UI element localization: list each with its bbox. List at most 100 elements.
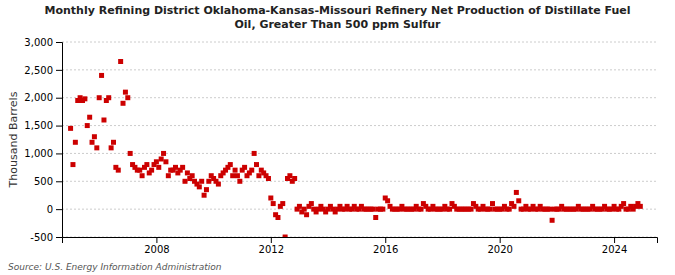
point xyxy=(380,207,385,212)
point xyxy=(638,204,643,209)
point xyxy=(180,165,185,170)
tick-label: 2012 xyxy=(259,244,284,255)
point xyxy=(280,201,285,206)
point xyxy=(101,118,106,123)
tick: 0 xyxy=(47,204,62,215)
tick: -500 xyxy=(30,232,62,243)
tick-mark xyxy=(56,98,62,99)
point xyxy=(228,162,233,167)
axis-line xyxy=(63,238,658,244)
tick: 2008 xyxy=(144,237,169,255)
grid-line xyxy=(62,181,657,182)
point xyxy=(73,140,78,145)
point xyxy=(304,212,309,217)
tick-mark xyxy=(56,237,62,238)
plot-area: 20082012201620202024-50005001,0001,5002,… xyxy=(24,37,657,255)
tick-label: 1,500 xyxy=(24,120,53,131)
point xyxy=(183,179,188,184)
point xyxy=(488,207,493,212)
tick-label: 1,000 xyxy=(24,148,53,159)
point xyxy=(283,235,288,238)
point xyxy=(199,179,204,184)
tick: 1,500 xyxy=(24,120,62,131)
point xyxy=(140,173,145,178)
point xyxy=(252,151,257,156)
tick-mark xyxy=(614,237,615,243)
tick: 2012 xyxy=(259,237,284,255)
tick: 2020 xyxy=(487,237,512,255)
point xyxy=(82,96,87,101)
point xyxy=(116,168,121,173)
point xyxy=(206,179,211,184)
point xyxy=(514,190,519,195)
grid-line xyxy=(62,153,657,154)
point xyxy=(99,73,104,78)
tick-mark xyxy=(156,237,157,243)
point xyxy=(490,201,495,206)
point xyxy=(235,173,240,178)
grid-line xyxy=(62,125,657,126)
grid-line xyxy=(62,69,657,70)
point xyxy=(469,207,474,212)
point xyxy=(271,201,276,206)
point xyxy=(111,140,116,145)
point xyxy=(237,179,242,184)
point xyxy=(137,168,142,173)
point xyxy=(447,207,452,212)
tick: 3,000 xyxy=(24,37,62,48)
y-axis-title: Thousand Barrels xyxy=(7,91,20,188)
annotation: Source: U.S. Energy Information Administ… xyxy=(8,262,222,272)
grid xyxy=(62,42,657,237)
chart-title: Monthly Refining District Oklahoma-Kansa… xyxy=(45,4,631,31)
point xyxy=(419,207,424,212)
grid-line xyxy=(62,97,657,98)
point xyxy=(233,168,238,173)
point xyxy=(154,159,159,164)
point xyxy=(547,207,552,212)
tick-label: 3,000 xyxy=(24,37,53,48)
point xyxy=(197,184,202,189)
tick: 2,000 xyxy=(24,92,62,103)
tick-mark xyxy=(500,237,501,243)
point xyxy=(550,218,555,223)
point xyxy=(161,151,166,156)
point xyxy=(516,198,521,203)
point xyxy=(185,170,190,175)
tick-label: 2008 xyxy=(144,244,169,255)
point xyxy=(106,95,111,100)
point xyxy=(163,159,168,164)
x-axis: 2008 2012 2016 2020 2024 xyxy=(63,237,658,255)
point xyxy=(173,165,178,170)
point xyxy=(230,173,235,178)
tick-mark xyxy=(271,237,272,243)
point xyxy=(149,168,154,173)
point xyxy=(97,95,102,100)
point xyxy=(156,165,161,170)
tick-label: -500 xyxy=(30,232,53,243)
point xyxy=(109,145,114,150)
point xyxy=(204,187,209,192)
tick-label: 2024 xyxy=(602,244,627,255)
points xyxy=(68,59,643,237)
point xyxy=(292,176,297,181)
point xyxy=(190,173,195,178)
point xyxy=(128,151,133,156)
point xyxy=(254,162,259,167)
point xyxy=(275,215,280,220)
point xyxy=(385,198,390,203)
chart-svg: 20082012201620202024-50005001,0001,5002,… xyxy=(0,0,675,275)
tick-label: 2,000 xyxy=(24,92,53,103)
point xyxy=(118,59,123,64)
point xyxy=(87,115,92,120)
tick: 2016 xyxy=(373,237,398,255)
point xyxy=(309,201,314,206)
grid-line xyxy=(62,42,657,43)
point xyxy=(90,140,95,145)
point xyxy=(85,123,90,128)
point xyxy=(123,90,128,95)
point xyxy=(302,207,307,212)
point xyxy=(507,207,512,212)
tick-mark xyxy=(56,70,62,71)
tick-label: 2020 xyxy=(487,244,512,255)
tick: 1,000 xyxy=(24,148,62,159)
